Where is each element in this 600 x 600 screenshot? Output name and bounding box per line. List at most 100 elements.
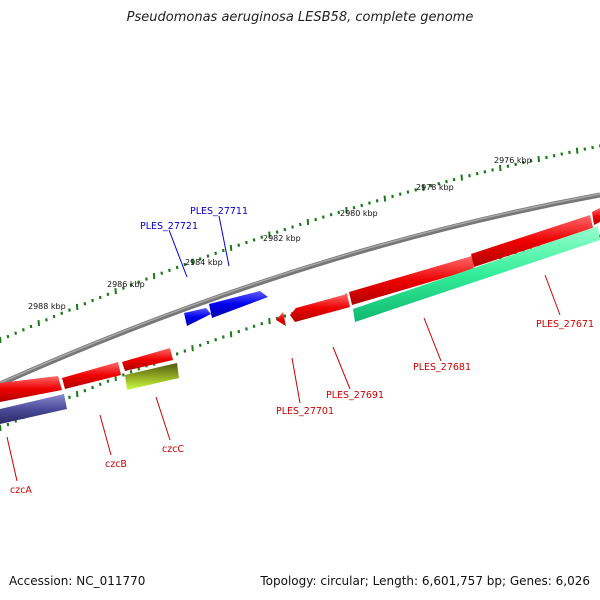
gene-czcA-upper-arrow[interactable] xyxy=(0,376,62,402)
gene-PLES_27691-arrow[interactable] xyxy=(290,294,350,322)
gene-label-PLES_27691[interactable]: PLES_27691 xyxy=(326,390,384,401)
ruler-minor-tick xyxy=(129,370,133,374)
gene-PLES_27711-arrow[interactable] xyxy=(209,291,268,318)
ruler-minor-tick xyxy=(398,192,402,196)
ruler-major-tick xyxy=(75,303,79,310)
ruler-minor-tick xyxy=(529,159,533,163)
label-leader-PLES_27701 xyxy=(291,357,301,404)
ruler-minor-tick xyxy=(522,160,525,165)
gene-czcB-arrow[interactable] xyxy=(62,362,121,389)
ruler-minor-tick xyxy=(298,222,302,227)
gene-PLES_27681-upper-arrow[interactable] xyxy=(349,256,474,305)
accession-text: Accession: NC_011770 xyxy=(9,574,146,588)
gene-label-PLES_27711[interactable]: PLES_27711 xyxy=(190,206,248,217)
ruler-major-tick xyxy=(537,156,540,163)
ruler-minor-tick xyxy=(252,324,256,328)
ruler-minor-tick xyxy=(206,254,210,258)
label-leader-PLES_27681 xyxy=(423,317,442,362)
ruler-major-tick xyxy=(75,390,79,398)
gene-PLES_27701-arrow[interactable] xyxy=(276,312,286,326)
gene-PLES_27721-arrow[interactable] xyxy=(184,308,211,326)
ruler-minor-tick xyxy=(6,334,10,339)
gene-PLES_27671-arrow[interactable] xyxy=(471,215,593,267)
ruler-minor-tick xyxy=(260,235,264,239)
ruler-minor-tick xyxy=(483,170,487,174)
gene-PLES_27681-arrow[interactable] xyxy=(353,226,600,322)
label-leader-PLES_27711 xyxy=(218,215,230,267)
ruler-minor-tick xyxy=(214,338,217,342)
gene-label-PLES_27721[interactable]: PLES_27721 xyxy=(140,221,198,232)
ruler-minor-tick xyxy=(468,174,471,178)
genome-stats-text: Topology: circular; Length: 6,601,757 bp… xyxy=(260,574,590,588)
gene-label-czcA[interactable]: czcA xyxy=(10,485,32,496)
gene-czcC-arrow[interactable] xyxy=(125,363,179,390)
gene-label-czcC[interactable]: czcC xyxy=(162,444,184,455)
ruler-minor-tick xyxy=(68,395,71,399)
ruler-label: 2976 kbp xyxy=(494,156,532,165)
gene-label-czcB[interactable]: czcB xyxy=(105,459,127,470)
ruler-label: 2986 kbp xyxy=(107,280,145,289)
ruler-minor-tick xyxy=(591,145,594,150)
ruler-major-tick xyxy=(229,244,233,251)
ruler-minor-tick xyxy=(375,199,379,203)
ruler-minor-tick xyxy=(414,188,417,192)
ruler-minor-tick xyxy=(145,277,148,281)
label-leader-czcA xyxy=(6,436,18,482)
gene-label-PLES_27701[interactable]: PLES_27701 xyxy=(276,406,334,417)
ruler-minor-tick xyxy=(198,257,202,261)
ruler-minor-tick xyxy=(260,322,264,326)
ruler-minor-tick xyxy=(160,271,164,275)
label-leader-czcC xyxy=(155,396,171,441)
ruler-minor-tick xyxy=(83,302,87,306)
ruler-major-tick xyxy=(422,184,425,191)
ruler-minor-tick xyxy=(252,238,256,242)
outer-ruler-ticks xyxy=(0,144,600,344)
ruler-minor-tick xyxy=(122,373,125,377)
ruler-minor-tick xyxy=(222,248,225,253)
ruler-major-tick xyxy=(499,165,502,172)
ruler-minor-tick xyxy=(506,164,510,168)
ruler-minor-tick xyxy=(91,385,94,390)
ruler-minor-tick xyxy=(52,314,56,319)
label-leader-PLES_27721 xyxy=(168,229,188,278)
ruler-minor-tick xyxy=(175,352,179,356)
ruler-major-tick xyxy=(345,206,348,214)
ruler-minor-tick xyxy=(98,382,102,386)
ruler-minor-tick xyxy=(137,280,141,284)
ruler-label: 2984 kbp xyxy=(185,258,223,267)
ruler-label: 2978 kbp xyxy=(416,183,454,192)
ruler-minor-tick xyxy=(237,329,241,334)
gene-label-PLES_27681[interactable]: PLES_27681 xyxy=(413,362,471,373)
ruler-minor-tick xyxy=(391,194,394,199)
ruler-minor-tick xyxy=(360,203,364,208)
ruler-major-tick xyxy=(460,174,463,181)
gene-czcA-arrow[interactable] xyxy=(0,394,67,424)
label-leader-czcB xyxy=(99,414,112,456)
gene-czcC-upper-arrow[interactable] xyxy=(122,348,173,371)
ruler-minor-tick xyxy=(452,177,456,182)
ruler-minor-tick xyxy=(122,286,125,290)
ruler-minor-tick xyxy=(583,147,587,151)
ruler-label: 2980 kbp xyxy=(340,209,378,218)
ruler-minor-tick xyxy=(98,295,102,300)
gene-edge-arrow[interactable] xyxy=(592,208,600,225)
ruler-minor-tick xyxy=(175,265,179,270)
ruler-minor-tick xyxy=(245,240,248,245)
ruler-minor-tick xyxy=(83,389,87,393)
ruler-minor-tick xyxy=(214,251,217,255)
gene-label-PLES_27671[interactable]: PLES_27671 xyxy=(536,319,594,330)
ruler-minor-tick xyxy=(314,217,317,222)
label-leader-PLES_27671 xyxy=(544,274,561,316)
ruler-major-tick xyxy=(383,195,387,202)
ruler-major-tick xyxy=(575,147,579,154)
ruler-minor-tick xyxy=(406,190,410,194)
genome-title: Pseudomonas aeruginosa LESB58, complete … xyxy=(126,10,474,25)
genome-backbone xyxy=(0,192,600,387)
genome-backbone-highlight xyxy=(0,193,600,384)
ruler-minor-tick xyxy=(183,262,187,267)
ruler-minor-tick xyxy=(22,328,25,332)
ruler-minor-tick xyxy=(429,184,433,188)
ruler-major-tick xyxy=(0,424,2,432)
